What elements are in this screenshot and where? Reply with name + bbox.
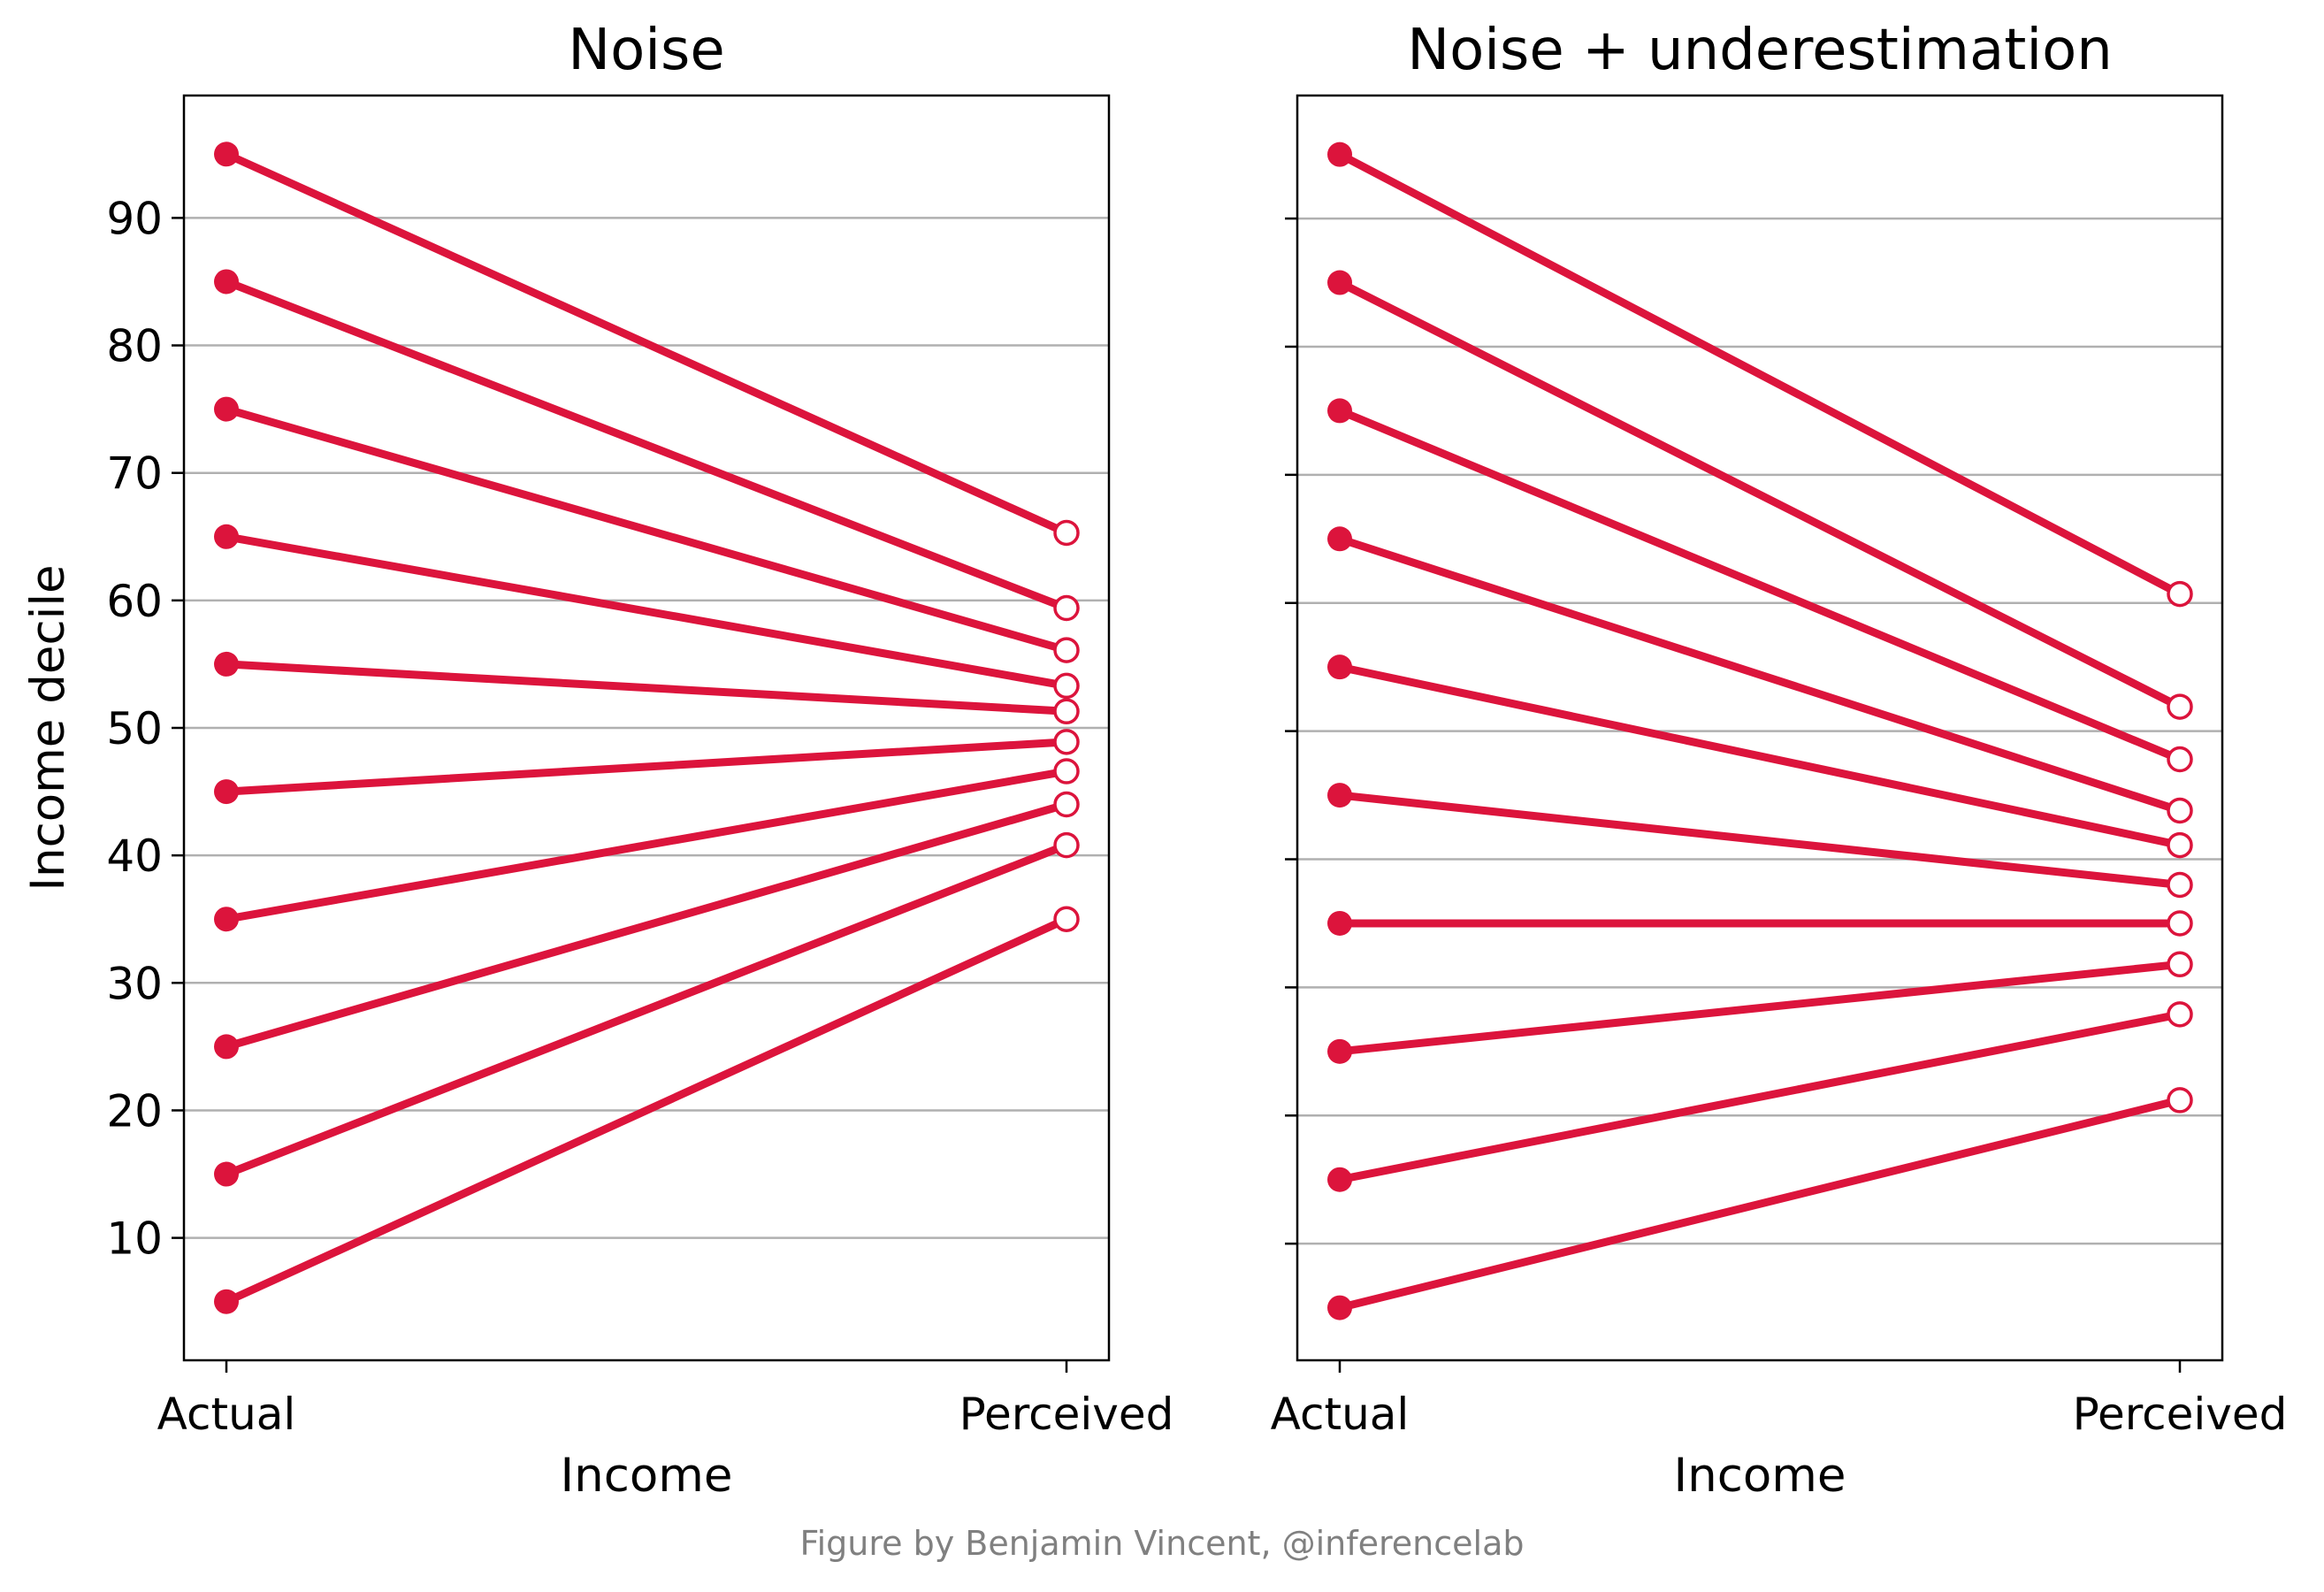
- perceived-point-8: [2167, 951, 2193, 978]
- actual-point-10: [1327, 1295, 1352, 1320]
- series-line-10: [222, 915, 1071, 1306]
- perceived-point-3: [2167, 746, 2193, 773]
- panel-title: Noise: [568, 18, 725, 83]
- perceived-point-7: [2167, 910, 2193, 937]
- series-line-2: [1335, 279, 2184, 711]
- series-line-9: [1335, 1010, 2184, 1184]
- y-tick-label: 60: [106, 576, 163, 627]
- perceived-point-5: [1053, 698, 1080, 725]
- y-tick-label: 80: [106, 321, 163, 372]
- perceived-point-5: [2167, 831, 2193, 859]
- perceived-point-9: [1053, 831, 1080, 859]
- y-tick-label: 40: [106, 830, 163, 882]
- series-line-8: [1335, 960, 2184, 1056]
- panel-title: Noise + underestimation: [1407, 18, 2113, 83]
- actual-point-9: [214, 1161, 239, 1187]
- y-tick-label: 10: [106, 1213, 163, 1265]
- actual-point-8: [214, 1034, 239, 1060]
- actual-point-5: [1327, 654, 1352, 680]
- actual-point-2: [214, 269, 239, 295]
- figure-credit: Figure by Benjamin Vincent, @inferencela…: [799, 1524, 1524, 1563]
- y-tick-label: 30: [106, 958, 163, 1009]
- series-line-5: [1335, 662, 2184, 850]
- actual-point-4: [1327, 526, 1352, 552]
- perceived-point-2: [1053, 594, 1080, 622]
- series-line-1: [222, 149, 1071, 537]
- perceived-point-1: [1053, 519, 1080, 547]
- series-line-4: [222, 532, 1071, 690]
- actual-point-6: [1327, 783, 1352, 808]
- actual-point-4: [214, 524, 239, 549]
- series-line-1: [1335, 150, 2184, 599]
- actual-point-7: [214, 907, 239, 932]
- axes-frame: [1296, 94, 2224, 1362]
- perceived-point-4: [2167, 797, 2193, 824]
- series-line-5: [222, 660, 1071, 716]
- y-tick-label: 90: [106, 193, 163, 244]
- actual-point-8: [1327, 1038, 1352, 1064]
- y-tick-label: 50: [106, 703, 163, 754]
- actual-point-3: [1327, 398, 1352, 424]
- actual-point-7: [1327, 910, 1352, 936]
- x-tick-label-actual: Actual: [157, 1389, 296, 1440]
- y-tick-label: 20: [106, 1085, 163, 1137]
- perceived-point-7: [1053, 758, 1080, 785]
- perceived-point-10: [1053, 906, 1080, 932]
- series-line-7: [222, 767, 1071, 923]
- actual-point-3: [214, 396, 239, 422]
- perceived-point-10: [2167, 1087, 2193, 1114]
- actual-point-1: [214, 142, 239, 167]
- actual-point-6: [214, 779, 239, 805]
- actual-point-5: [214, 651, 239, 677]
- perceived-point-3: [1053, 637, 1080, 663]
- series-line-6: [1335, 791, 2184, 889]
- perceived-point-6: [1053, 729, 1080, 755]
- series-line-4: [1335, 534, 2184, 815]
- x-axis-label: Income: [1673, 1449, 1846, 1503]
- x-tick-label-perceived: Perceived: [2073, 1389, 2288, 1440]
- series-line-9: [222, 841, 1071, 1179]
- y-tick-label: 70: [106, 448, 163, 500]
- perceived-point-4: [1053, 672, 1080, 700]
- perceived-point-6: [2167, 871, 2193, 899]
- perceived-point-2: [2167, 693, 2193, 720]
- actual-point-9: [1327, 1167, 1352, 1192]
- actual-point-1: [1327, 142, 1352, 167]
- series-line-6: [222, 738, 1071, 796]
- series-line-3: [1335, 406, 2184, 763]
- actual-point-2: [1327, 270, 1352, 295]
- series-line-3: [222, 405, 1071, 654]
- panel-noise-underestimation: Actual Perceived Noise + underestimation In…: [1271, 18, 2288, 1503]
- x-tick-label-actual: Actual: [1271, 1389, 1410, 1440]
- panel-noise: 10 20 30 40 50 60 70 80 90 Actual Perceived Noise In…: [21, 18, 1173, 1503]
- perceived-point-1: [2167, 580, 2193, 608]
- x-axis-label: Income: [560, 1449, 732, 1503]
- perceived-point-8: [1053, 791, 1080, 818]
- series-line-2: [222, 277, 1071, 612]
- axes-frame: [182, 94, 1111, 1362]
- x-tick-label-perceived: Perceived: [959, 1389, 1174, 1440]
- perceived-point-9: [2167, 1001, 2193, 1028]
- y-axis-label: Income decile: [21, 564, 75, 891]
- actual-point-10: [214, 1289, 239, 1314]
- series-line-10: [1335, 1096, 2184, 1313]
- series-line-8: [222, 800, 1071, 1051]
